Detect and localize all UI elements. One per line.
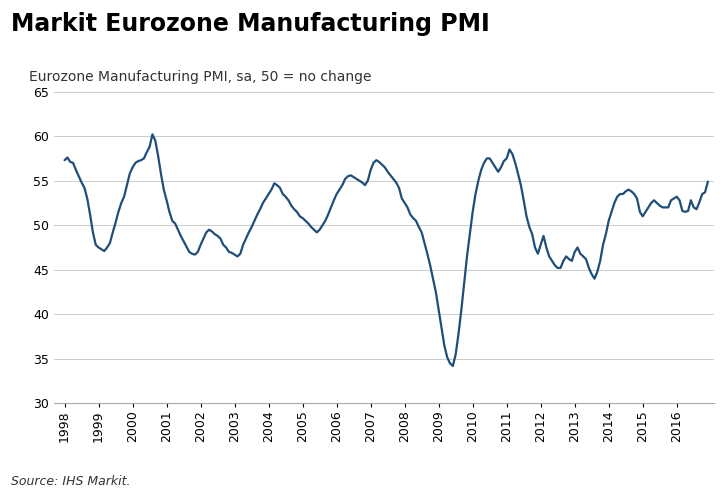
- Text: Eurozone Manufacturing PMI, sa, 50 = no change: Eurozone Manufacturing PMI, sa, 50 = no …: [29, 70, 371, 84]
- Text: Markit Eurozone Manufacturing PMI: Markit Eurozone Manufacturing PMI: [11, 12, 489, 36]
- Text: Source: IHS Markit.: Source: IHS Markit.: [11, 475, 130, 488]
